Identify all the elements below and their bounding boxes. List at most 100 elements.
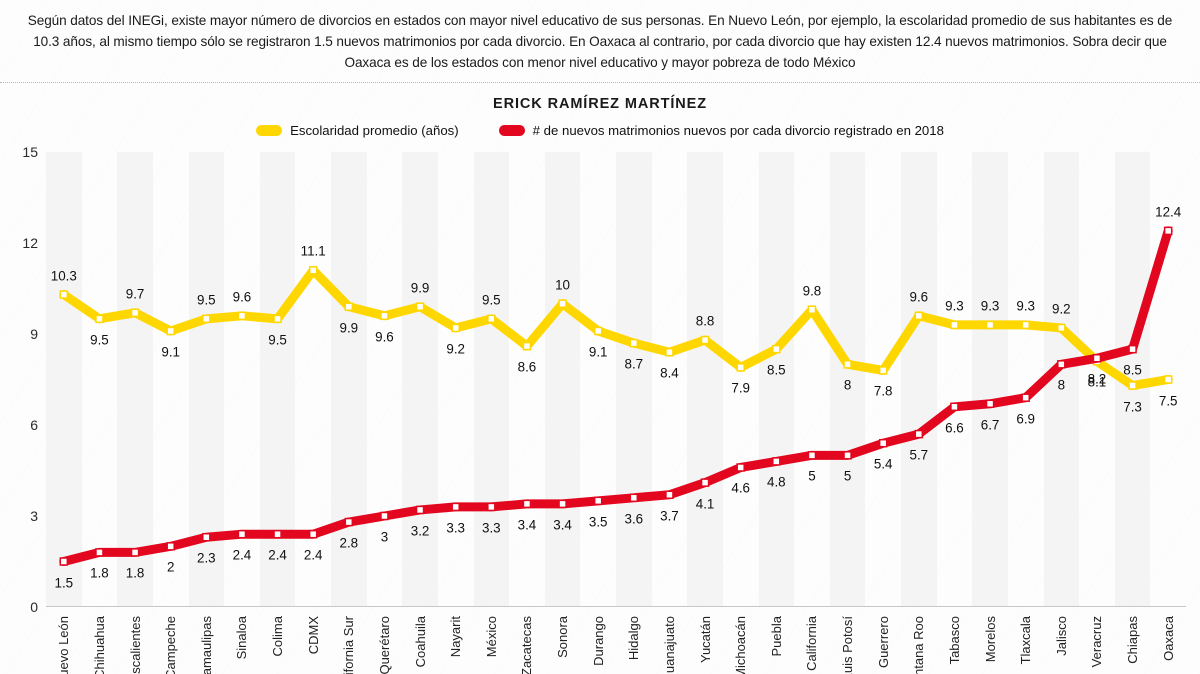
column-band xyxy=(473,152,510,607)
data-point-marker xyxy=(665,490,674,500)
data-point-label: 9.9 xyxy=(339,320,359,336)
x-axis-label: Durango xyxy=(590,616,606,666)
byline: ERICK RAMÍREZ MARTÍNEZ xyxy=(493,96,707,112)
data-point-marker xyxy=(629,493,639,503)
x-axis-label: Aguascalientes xyxy=(127,616,143,674)
data-point-label: 9.3 xyxy=(945,298,964,314)
y-tick-label: 6 xyxy=(30,417,38,433)
data-point-marker xyxy=(95,314,104,324)
x-axis-label: Querétaro xyxy=(376,616,392,674)
data-point-label: 3.2 xyxy=(410,523,430,539)
data-point-label: 8.6 xyxy=(517,359,537,375)
data-point-label: 9.5 xyxy=(482,292,501,308)
x-axis-label: Baja California Sur xyxy=(341,616,357,674)
series-line xyxy=(59,265,1173,391)
data-point-label: 8.4 xyxy=(660,365,679,381)
data-point-marker xyxy=(736,363,745,372)
data-point-label: 5.4 xyxy=(873,456,893,472)
x-axis-label: Puebla xyxy=(768,616,784,657)
data-point-label: 9.2 xyxy=(446,341,465,357)
data-point-label: 8.1 xyxy=(1087,374,1107,390)
x-axis-label: Tlaxcala xyxy=(1018,616,1034,665)
data-point-label: 9.3 xyxy=(980,298,1000,314)
column-band xyxy=(117,152,153,607)
x-axis-label: Nayarit xyxy=(448,616,464,658)
column-band xyxy=(331,152,367,607)
column-bands xyxy=(46,152,1186,607)
data-point-marker xyxy=(772,344,781,354)
data-point-label: 3 xyxy=(380,529,389,545)
x-axis-label: Zacatecas xyxy=(519,616,535,674)
data-point-marker xyxy=(1021,320,1030,330)
data-point-marker xyxy=(807,451,817,460)
x-axis-label: Chiapas xyxy=(1125,616,1141,664)
data-point-label: 3.3 xyxy=(482,520,501,536)
data-point-marker xyxy=(380,311,389,321)
data-point-marker xyxy=(807,305,817,314)
data-point-marker xyxy=(380,511,389,521)
data-point-marker xyxy=(558,299,567,308)
column-band xyxy=(46,152,82,607)
x-axis-label: Tamaulipas xyxy=(198,616,214,674)
data-point-marker xyxy=(1092,354,1102,363)
data-point-marker xyxy=(451,502,460,512)
data-point-marker xyxy=(487,314,496,324)
legend-item-1: # de nuevos matrimonios nuevos por cada … xyxy=(498,123,944,138)
x-axis-label: Quintana Roo xyxy=(911,616,927,674)
data-point-label: 8.5 xyxy=(767,362,786,378)
data-point-label: 9.5 xyxy=(197,292,216,308)
y-tick-label: 3 xyxy=(30,508,38,524)
data-point-marker xyxy=(130,548,140,557)
x-axis-label: Guerrero xyxy=(875,616,891,669)
column-band xyxy=(402,152,438,607)
data-point-marker xyxy=(1163,375,1173,384)
data-point-label: 3.3 xyxy=(446,520,465,536)
data-point-label: 6.6 xyxy=(945,420,964,436)
x-axis-label: Morelos xyxy=(982,616,998,663)
data-point-marker xyxy=(415,505,425,515)
x-axis-label: CDMX xyxy=(305,616,321,655)
x-axis-label: Yucatán xyxy=(697,616,713,663)
data-point-marker xyxy=(629,338,639,348)
data-point-label: 8 xyxy=(843,377,852,393)
data-point-marker xyxy=(700,478,710,487)
data-point-marker xyxy=(878,366,888,375)
data-point-label: 1.8 xyxy=(90,565,109,581)
legend-label: Escolaridad promedio (años) xyxy=(290,123,459,138)
data-point-marker xyxy=(202,314,211,324)
data-point-label: 10.3 xyxy=(50,268,77,284)
data-point-marker xyxy=(1021,393,1030,402)
plot-area: 10.3 9.5 9.7 9.1 9.5 9.6 9.5 11.1 9.9 9.6 9.9 9.2 9.… xyxy=(46,152,1186,607)
x-axis-label: Oaxaca xyxy=(1160,616,1176,661)
data-point-marker xyxy=(487,502,496,512)
data-point-marker xyxy=(166,326,175,336)
data-point-label: 3.4 xyxy=(553,517,572,533)
data-point-marker xyxy=(1057,323,1066,333)
x-axis-label: Veracruz xyxy=(1089,616,1105,668)
data-point-marker xyxy=(1163,226,1173,236)
data-point-label: 6.7 xyxy=(980,417,1000,433)
legend-item-0: Escolaridad promedio (años) xyxy=(256,123,459,138)
x-axis-label: México xyxy=(483,616,499,658)
data-point-marker xyxy=(415,302,425,311)
x-axis-label: Michoacán xyxy=(733,616,749,674)
data-point-marker xyxy=(1057,360,1066,369)
data-point-label: 12.4 xyxy=(1155,204,1182,220)
data-point-label: 8.8 xyxy=(695,313,715,329)
column-band xyxy=(687,152,723,607)
data-point-marker xyxy=(1128,344,1137,354)
x-axis-label: Nuevo León xyxy=(56,616,72,674)
data-point-label: 9.8 xyxy=(802,283,822,299)
header: Según datos del INEGi, existe mayor núme… xyxy=(0,0,1200,73)
data-point-marker xyxy=(59,290,69,299)
data-point-label: 3.5 xyxy=(588,514,608,530)
data-point-marker xyxy=(308,266,318,275)
x-axis-label: Sonora xyxy=(555,616,571,658)
data-point-marker xyxy=(593,496,603,506)
data-point-marker xyxy=(166,542,175,551)
data-point-marker xyxy=(700,335,710,345)
column-band xyxy=(616,152,652,607)
data-point-marker xyxy=(772,457,781,466)
data-point-marker xyxy=(878,438,888,448)
data-point-label: 5 xyxy=(843,468,852,484)
